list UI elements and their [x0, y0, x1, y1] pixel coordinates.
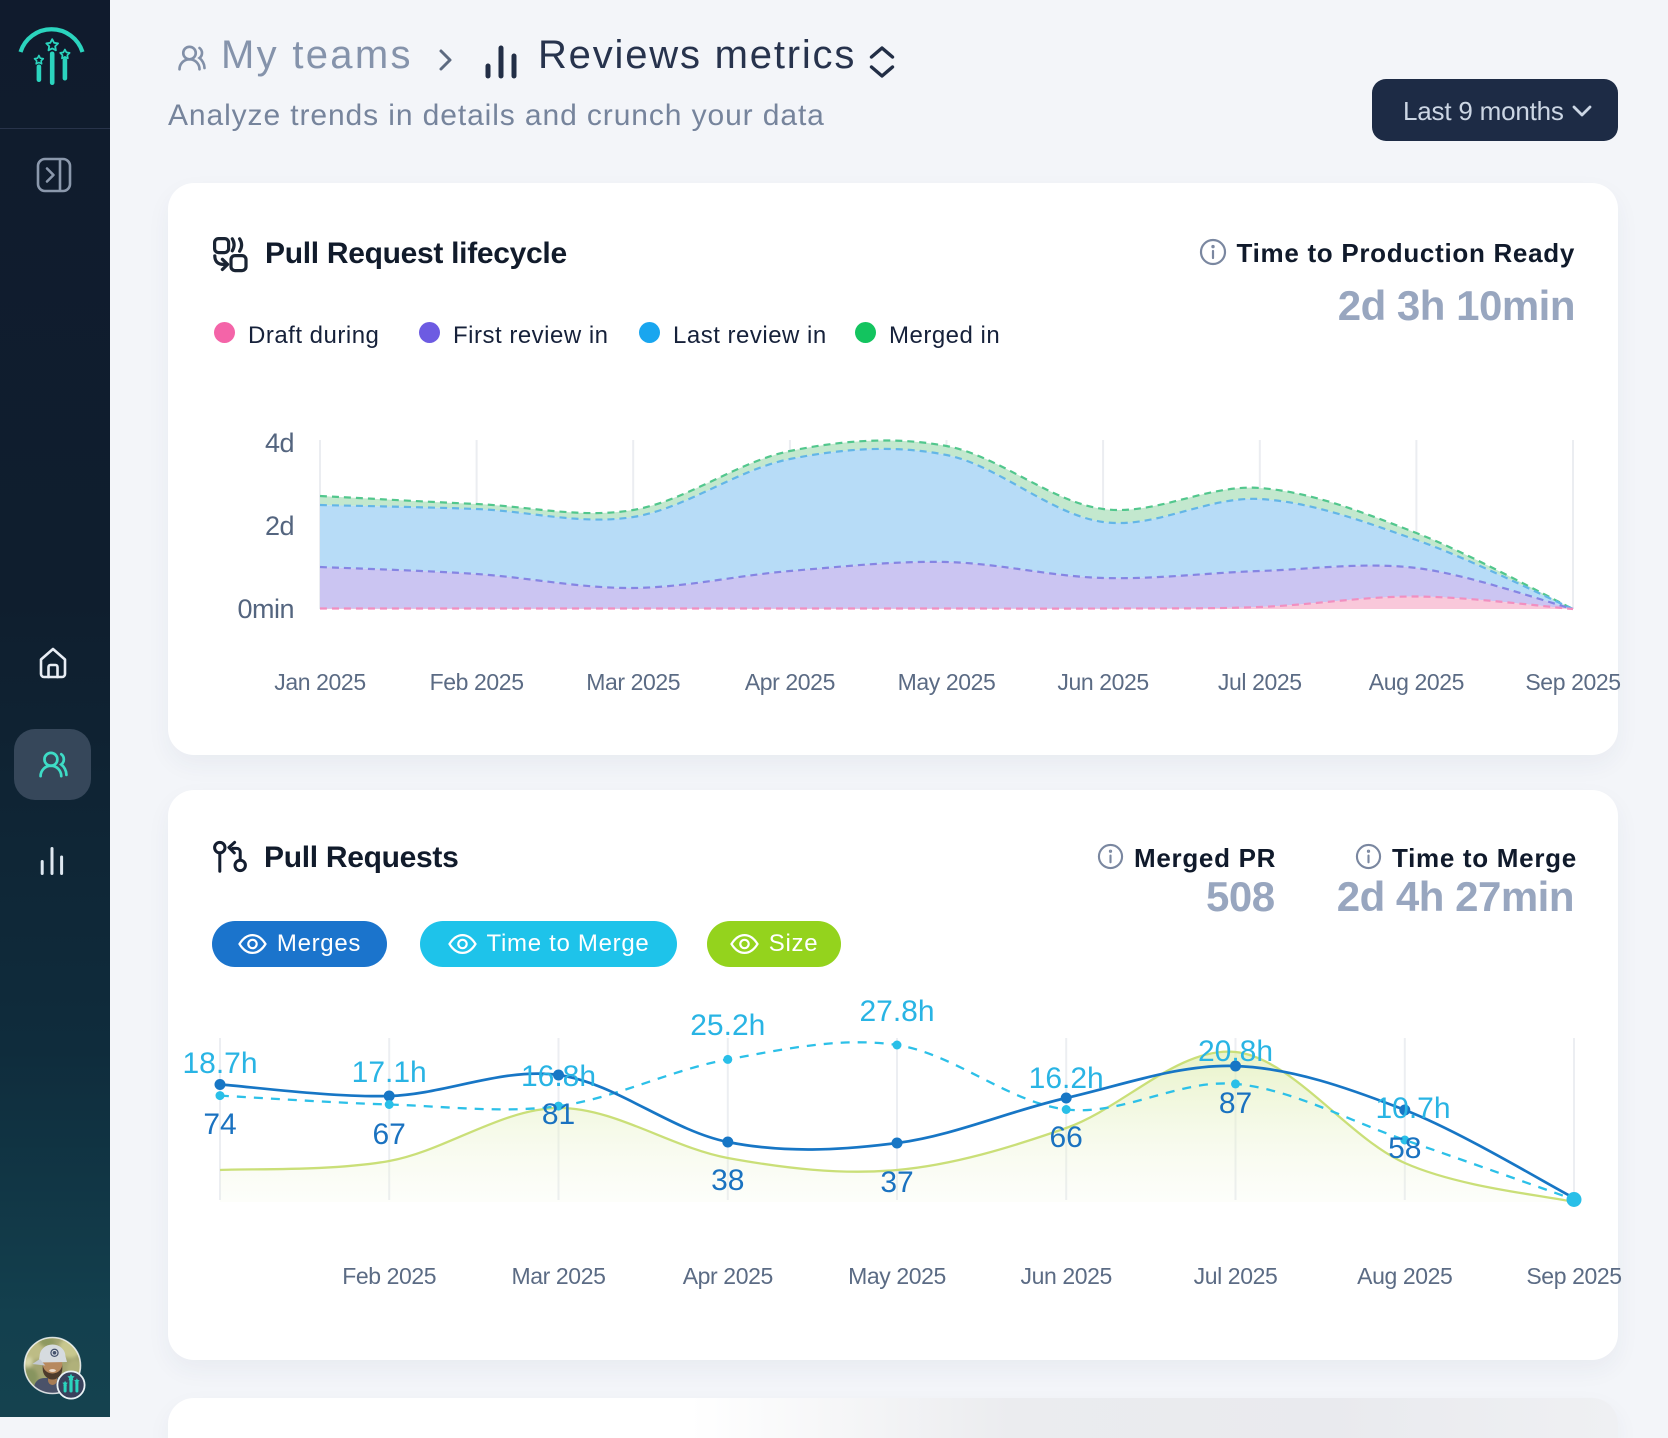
svg-text:Apr 2025: Apr 2025 — [745, 669, 835, 695]
svg-text:16.8h: 16.8h — [521, 1060, 596, 1093]
svg-text:67: 67 — [373, 1118, 406, 1151]
svg-text:Mar 2025: Mar 2025 — [512, 1263, 606, 1289]
svg-text:74: 74 — [203, 1108, 236, 1141]
svg-text:Jun 2025: Jun 2025 — [1020, 1263, 1111, 1289]
svg-text:66: 66 — [1050, 1121, 1083, 1154]
svg-text:10.7h: 10.7h — [1375, 1092, 1450, 1125]
svg-text:38: 38 — [711, 1164, 744, 1197]
svg-text:18.7h: 18.7h — [182, 1047, 257, 1080]
svg-text:17.1h: 17.1h — [352, 1056, 427, 1089]
svg-text:Jul 2025: Jul 2025 — [1194, 1263, 1278, 1289]
svg-text:Feb 2025: Feb 2025 — [430, 669, 524, 695]
svg-text:87: 87 — [1219, 1087, 1252, 1120]
svg-text:Apr 2025: Apr 2025 — [683, 1263, 773, 1289]
svg-text:27.8h: 27.8h — [859, 995, 934, 1028]
svg-text:May 2025: May 2025 — [848, 1263, 946, 1289]
svg-text:20.8h: 20.8h — [1198, 1035, 1273, 1068]
svg-text:Mar 2025: Mar 2025 — [586, 669, 680, 695]
svg-text:Sep 2025: Sep 2025 — [1526, 1263, 1621, 1289]
svg-text:Aug 2025: Aug 2025 — [1369, 669, 1464, 695]
svg-text:4d: 4d — [265, 428, 294, 458]
svg-text:Jan 2025: Jan 2025 — [274, 669, 365, 695]
svg-text:16.2h: 16.2h — [1029, 1062, 1104, 1095]
svg-text:Jul 2025: Jul 2025 — [1218, 669, 1302, 695]
svg-text:0min: 0min — [237, 594, 294, 624]
svg-text:Sep 2025: Sep 2025 — [1525, 669, 1620, 695]
svg-text:58: 58 — [1388, 1132, 1421, 1165]
svg-text:81: 81 — [542, 1098, 575, 1131]
svg-text:25.2h: 25.2h — [690, 1009, 765, 1042]
svg-text:May 2025: May 2025 — [898, 669, 996, 695]
svg-text:Aug 2025: Aug 2025 — [1357, 1263, 1452, 1289]
svg-text:Feb 2025: Feb 2025 — [342, 1263, 436, 1289]
svg-text:37: 37 — [880, 1166, 913, 1199]
svg-text:Jun 2025: Jun 2025 — [1057, 669, 1148, 695]
svg-text:2d: 2d — [265, 511, 294, 541]
